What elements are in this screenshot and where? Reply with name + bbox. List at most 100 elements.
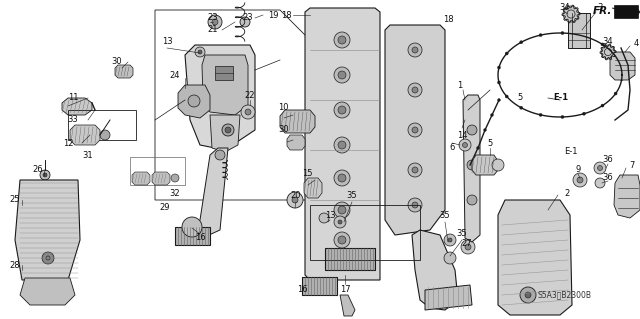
Circle shape [582,35,586,38]
Circle shape [561,115,564,118]
Polygon shape [610,52,635,80]
Text: 4: 4 [634,39,639,48]
Circle shape [215,150,225,160]
Bar [310,205,420,260]
Circle shape [573,173,587,187]
Text: 3: 3 [597,4,603,12]
Polygon shape [612,6,640,18]
Text: 5: 5 [517,93,523,102]
Circle shape [492,159,504,171]
Text: S5A3－B2300B: S5A3－B2300B [538,291,592,300]
Circle shape [222,124,234,136]
Text: 21: 21 [208,26,218,34]
Polygon shape [340,295,355,316]
Polygon shape [614,5,638,18]
Text: 28: 28 [10,261,20,270]
Text: 18: 18 [443,16,453,25]
Circle shape [338,174,346,182]
Text: 35: 35 [440,211,451,219]
Text: 36: 36 [603,174,613,182]
Text: 1: 1 [458,80,463,90]
Circle shape [408,43,422,57]
Circle shape [601,43,604,46]
Text: 35: 35 [457,228,467,238]
Polygon shape [463,95,480,242]
Circle shape [539,33,542,37]
Text: 23: 23 [208,13,218,23]
Circle shape [497,66,500,69]
Text: 9: 9 [575,166,580,174]
Polygon shape [498,200,572,315]
Bar [68,110,136,140]
Text: 25: 25 [10,196,20,204]
Circle shape [601,45,615,59]
Circle shape [240,17,250,27]
Circle shape [338,36,346,44]
Circle shape [334,67,350,83]
Text: 17: 17 [340,286,350,294]
Text: 15: 15 [301,168,312,177]
Text: 14: 14 [457,130,467,139]
Circle shape [319,213,329,223]
Circle shape [497,81,500,84]
Polygon shape [412,230,458,310]
Circle shape [505,95,508,98]
Polygon shape [15,180,80,280]
Circle shape [188,95,200,107]
Text: 23: 23 [243,13,253,23]
Circle shape [594,162,606,174]
Text: 36: 36 [603,155,613,165]
Polygon shape [202,55,248,115]
Circle shape [412,47,418,53]
Polygon shape [185,45,255,150]
Circle shape [497,99,500,101]
Circle shape [448,238,452,242]
Circle shape [412,167,418,173]
Circle shape [334,102,350,118]
Circle shape [620,69,623,72]
Circle shape [582,112,586,115]
Circle shape [338,106,346,114]
Circle shape [408,198,422,212]
Bar [325,248,375,270]
Text: 10: 10 [278,103,288,113]
Text: 31: 31 [83,151,93,160]
Text: 2: 2 [564,189,570,197]
Text: FR.: FR. [592,6,612,16]
Text: 30: 30 [278,125,289,135]
Text: 20: 20 [291,191,301,201]
Text: 7: 7 [629,160,635,169]
Text: 24: 24 [170,70,180,79]
Text: E-1: E-1 [564,147,578,157]
Polygon shape [425,285,472,310]
Circle shape [408,83,422,97]
Text: 32: 32 [170,189,180,197]
Circle shape [461,240,475,254]
Polygon shape [178,85,210,118]
Polygon shape [70,125,100,145]
Circle shape [595,178,605,188]
Circle shape [483,129,486,131]
Circle shape [182,217,202,237]
Circle shape [505,52,508,55]
Circle shape [614,92,617,95]
Circle shape [287,192,303,208]
Text: E-1: E-1 [553,93,568,102]
Circle shape [577,177,583,183]
Circle shape [467,160,477,170]
Text: 11: 11 [68,93,78,102]
Circle shape [539,113,542,116]
Bar [302,277,337,295]
Circle shape [338,71,346,79]
Circle shape [520,106,523,109]
Circle shape [225,127,231,133]
Text: 16: 16 [195,234,205,242]
Circle shape [601,104,604,107]
Circle shape [520,287,536,303]
Text: 16: 16 [297,286,307,294]
Polygon shape [614,175,640,218]
Circle shape [412,87,418,93]
Circle shape [338,141,346,149]
Circle shape [412,127,418,133]
Circle shape [408,163,422,177]
